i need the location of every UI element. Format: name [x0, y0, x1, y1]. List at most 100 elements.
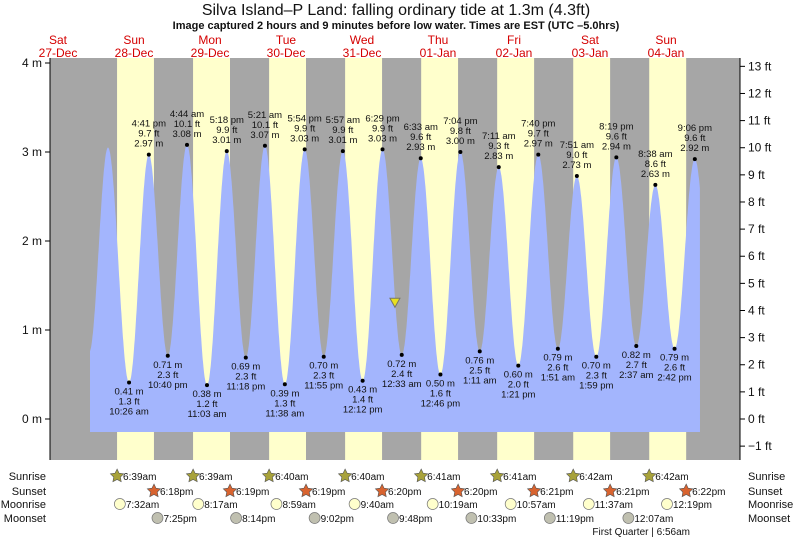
low-tide-point: [321, 354, 326, 359]
moonrise-time: 11:37am: [595, 500, 633, 511]
high-tide-label: 6:29 pm: [365, 113, 399, 124]
high-tide-label: 9.9 ft: [294, 123, 315, 134]
low-tide-label: 1.3 ft: [274, 398, 295, 409]
low-tide-label: 11:38 am: [265, 408, 304, 419]
low-tide-label: 0.79 m: [660, 353, 689, 364]
moonset-icon: [543, 512, 556, 524]
moonrise-time: 9:40am: [361, 500, 394, 511]
low-tide-label: 12:46 pm: [421, 399, 461, 410]
high-tide-point: [496, 165, 501, 170]
low-tide-label: 2.5 ft: [469, 365, 490, 376]
left-tick-label: 4 m: [22, 56, 42, 70]
sunset-icon: [298, 483, 314, 498]
sunset-icon: [526, 483, 542, 498]
high-tide-label: 5:57 am: [326, 115, 360, 126]
low-tide-label: 2:37 am: [619, 370, 653, 381]
day-name-label: Sat: [49, 33, 68, 47]
low-tide-label: 2.3 ft: [157, 370, 178, 381]
sunrise-icon: [109, 468, 125, 483]
high-tide-label: 3.08 m: [172, 129, 201, 140]
right-tick-label: 6 ft: [748, 249, 765, 263]
low-tide-point: [204, 383, 209, 388]
low-tide-point: [165, 353, 170, 358]
high-tide-label: 9.3 ft: [488, 141, 509, 152]
high-tide-label: 2.97 m: [134, 139, 163, 150]
low-tide-point: [127, 380, 132, 385]
low-tide-point: [243, 355, 248, 360]
sunrise-icon: [489, 468, 505, 483]
high-tide-label: 9:06 pm: [678, 123, 712, 134]
high-tide-label: 5:21 am: [248, 110, 282, 121]
moonrise-icon: [661, 498, 673, 510]
high-tide-label: 2.63 m: [641, 169, 670, 180]
right-tick-label: 13 ft: [748, 59, 772, 73]
chart-title: Silva Island–P Land: falling ordinary ti…: [202, 2, 590, 19]
high-tide-label: 8:19 pm: [599, 121, 633, 132]
sunrise-time: 6:40am: [351, 472, 384, 483]
low-tide-label: 1.2 ft: [196, 399, 217, 410]
low-tide-label: 2.3 ft: [586, 371, 607, 382]
moonrise-time: 8:17am: [204, 500, 237, 511]
moonrise-icon: [426, 498, 439, 510]
low-tide-point: [634, 344, 639, 349]
sunrise-time: 6:39am: [123, 472, 156, 483]
row-label-right-moonset: Moonset: [748, 513, 790, 525]
moonset-time: 9:48pm: [399, 514, 432, 525]
moonset-time: 9:02pm: [321, 514, 354, 525]
low-tide-label: 0.50 m: [426, 379, 455, 390]
low-tide-label: 0.70 m: [309, 361, 338, 372]
low-tide-point: [516, 363, 521, 368]
high-tide-point: [302, 147, 307, 152]
right-tick-label: 8 ft: [748, 195, 765, 209]
high-tide-label: 7:11 am: [482, 131, 516, 142]
sunset-icon: [374, 483, 390, 498]
low-tide-label: 1.4 ft: [352, 395, 373, 406]
high-tide-label: 10.1 ft: [174, 119, 201, 130]
day-date-label: 03-Jan: [572, 46, 609, 60]
right-tick-label: 12 ft: [748, 86, 772, 100]
right-tick-label: 9 ft: [748, 168, 765, 182]
day-name-label: Sun: [123, 33, 144, 47]
right-tick-label: 7 ft: [748, 222, 765, 236]
high-tide-label: 6:33 am: [404, 122, 438, 133]
day-name-label: Wed: [350, 33, 374, 47]
row-label-left-moonset: Moonset: [4, 513, 46, 525]
day-date-label: 27-Dec: [39, 46, 78, 60]
high-tide-label: 7:40 pm: [521, 119, 555, 130]
high-tide-point: [380, 147, 385, 152]
high-tide-point: [340, 149, 345, 154]
moonrise-icon: [192, 498, 205, 510]
sunset-icon: [222, 483, 238, 498]
low-tide-point: [438, 372, 443, 377]
row-label-left-sunrise: Sunrise: [9, 471, 46, 483]
low-tide-label: 11:55 pm: [304, 381, 343, 392]
high-tide-label: 10.1 ft: [252, 120, 279, 131]
high-tide-point: [692, 157, 697, 162]
low-tide-label: 10:40 pm: [148, 380, 188, 391]
low-tide-label: 0.69 m: [231, 362, 260, 373]
low-tide-label: 1.3 ft: [118, 397, 139, 408]
right-tick-label: −1 ft: [748, 439, 772, 453]
high-tide-point: [614, 155, 619, 160]
low-tide-point: [672, 346, 677, 351]
low-tide-label: 2.6 ft: [664, 363, 685, 374]
high-tide-label: 9.6 ft: [410, 132, 431, 143]
sunset-icon: [678, 483, 694, 498]
high-tide-label: 8:38 am: [638, 149, 672, 160]
high-tide-point: [146, 152, 151, 157]
high-tide-label: 8.6 ft: [645, 159, 666, 170]
high-tide-label: 2.97 m: [524, 139, 553, 150]
low-tide-label: 2:42 pm: [657, 373, 691, 384]
sunrise-time: 6:41am: [427, 472, 460, 483]
row-label-left-moonrise: Moonrise: [1, 499, 46, 511]
low-tide-label: 1:51 am: [541, 373, 575, 384]
right-tick-label: 10 ft: [748, 141, 772, 155]
low-tide-label: 0.60 m: [504, 370, 533, 381]
low-tide-label: 1:11 am: [463, 375, 497, 386]
moonset-icon: [622, 512, 635, 524]
row-label-right-sunset: Sunset: [748, 486, 782, 498]
low-tide-point: [477, 349, 482, 354]
right-tick-label: 3 ft: [748, 331, 765, 345]
tide-water-area: [90, 144, 700, 432]
